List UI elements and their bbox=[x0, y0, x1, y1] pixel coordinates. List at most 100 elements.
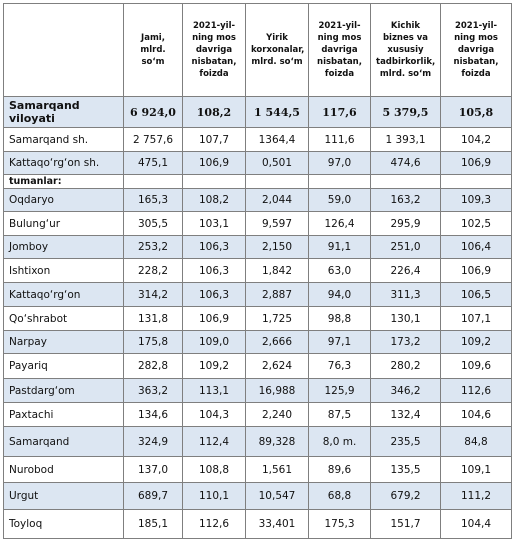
header-row: Jami, mlrd. so‘m 2021-yil-ning mos davrig… bbox=[3, 3, 512, 97]
table-row: Narpay 175,8 109,0 2,666 97,1 173,2 109,2 bbox=[3, 330, 512, 354]
row-label: Payariq bbox=[3, 353, 124, 379]
table-row: Qo‘shrabot 131,8 106,9 1,725 98,8 130,1 107,1 bbox=[3, 306, 512, 331]
cell-value: 2,887 bbox=[245, 282, 309, 307]
table-row: Paxtachi 134,6 104,3 2,240 87,5 132,4 104,6 bbox=[3, 402, 512, 427]
cell-value: 110,1 bbox=[182, 482, 246, 510]
cell-value: 295,9 bbox=[370, 211, 441, 236]
row-label: Narpay bbox=[3, 330, 124, 354]
cell-value: 2,624 bbox=[245, 353, 309, 379]
cell-value: 117,6 bbox=[308, 96, 371, 128]
row-label: tumanlar: bbox=[3, 174, 124, 189]
cell-value: 111,2 bbox=[440, 482, 512, 510]
cell-value: 163,2 bbox=[370, 188, 441, 212]
cell-value: 106,5 bbox=[440, 282, 512, 307]
cell-value: 106,9 bbox=[440, 151, 512, 175]
cell-value: 104,6 bbox=[440, 402, 512, 427]
cell-value: 106,4 bbox=[440, 235, 512, 259]
cell-value: 1364,4 bbox=[245, 127, 309, 152]
cell-value: 137,0 bbox=[123, 456, 183, 483]
cell-value: 109,2 bbox=[182, 353, 246, 379]
cell-value: 125,9 bbox=[308, 378, 371, 403]
cell-value: 2,666 bbox=[245, 330, 309, 354]
table-row: Samarqand 324,9 112,4 89,328 8,0 m. 235,5 84,8 bbox=[3, 426, 512, 457]
cell-value: 59,0 bbox=[308, 188, 371, 212]
cell-value: 103,1 bbox=[182, 211, 246, 236]
cell-value: 87,5 bbox=[308, 402, 371, 427]
row-label: Toyloq bbox=[3, 509, 124, 539]
column-header: Jami, mlrd. so‘m bbox=[123, 3, 183, 97]
cell-value: 33,401 bbox=[245, 509, 309, 539]
cell-value: 689,7 bbox=[123, 482, 183, 510]
row-label: Oqdaryo bbox=[3, 188, 124, 212]
table-row: Pastdarg‘om 363,2 113,1 16,988 125,9 346,2 112… bbox=[3, 378, 512, 403]
cell-value: 109,3 bbox=[440, 188, 512, 212]
column-header: 2021-yil-ning mos davriga nisbatan, foiz… bbox=[440, 3, 512, 97]
column-header: Yirik korxonalar, mlrd. so‘m bbox=[245, 3, 309, 97]
cell-value: 112,6 bbox=[182, 509, 246, 539]
cell-value: 63,0 bbox=[308, 258, 371, 283]
cell-value: 151,7 bbox=[370, 509, 441, 539]
row-label: Pastdarg‘om bbox=[3, 378, 124, 403]
cell-value: 8,0 m. bbox=[308, 426, 371, 457]
column-header: 2021-yil-ning mos davriga nisbatan, foiz… bbox=[308, 3, 371, 97]
table-row: tumanlar: bbox=[3, 174, 512, 189]
row-label: Qo‘shrabot bbox=[3, 306, 124, 331]
row-label: Samarqand bbox=[3, 426, 124, 457]
column-header: 2021-yil-ning mos davriga nisbatan, foiz… bbox=[182, 3, 246, 97]
cell-value: 1 544,5 bbox=[245, 96, 309, 128]
empty-cell bbox=[440, 174, 512, 189]
table-row: Payariq 282,8 109,2 2,624 76,3 280,2 109,6 bbox=[3, 353, 512, 379]
cell-value: 175,8 bbox=[123, 330, 183, 354]
table-row: Samarqand sh. 2 757,6 107,7 1364,4 111,6 1 39… bbox=[3, 127, 512, 152]
cell-value: 2 757,6 bbox=[123, 127, 183, 152]
cell-value: 113,1 bbox=[182, 378, 246, 403]
cell-value: 2,150 bbox=[245, 235, 309, 259]
cell-value: 228,2 bbox=[123, 258, 183, 283]
row-label: Urgut bbox=[3, 482, 124, 510]
cell-value: 106,3 bbox=[182, 235, 246, 259]
cell-value: 112,6 bbox=[440, 378, 512, 403]
cell-value: 324,9 bbox=[123, 426, 183, 457]
cell-value: 97,1 bbox=[308, 330, 371, 354]
cell-value: 132,4 bbox=[370, 402, 441, 427]
table-row: Kattaqo‘rg‘on sh. 475,1 106,9 0,501 97,0 474,… bbox=[3, 151, 512, 175]
cell-value: 108,2 bbox=[182, 96, 246, 128]
cell-value: 111,6 bbox=[308, 127, 371, 152]
cell-value: 94,0 bbox=[308, 282, 371, 307]
table-row: Ishtixon 228,2 106,3 1,842 63,0 226,4 106,9 bbox=[3, 258, 512, 283]
cell-value: 226,4 bbox=[370, 258, 441, 283]
cell-value: 314,2 bbox=[123, 282, 183, 307]
cell-value: 91,1 bbox=[308, 235, 371, 259]
cell-value: 363,2 bbox=[123, 378, 183, 403]
cell-value: 98,8 bbox=[308, 306, 371, 331]
cell-value: 9,597 bbox=[245, 211, 309, 236]
cell-value: 1 393,1 bbox=[370, 127, 441, 152]
empty-cell bbox=[123, 174, 183, 189]
cell-value: 135,5 bbox=[370, 456, 441, 483]
cell-value: 76,3 bbox=[308, 353, 371, 379]
cell-value: 104,2 bbox=[440, 127, 512, 152]
row-label: Samarqand sh. bbox=[3, 127, 124, 152]
cell-value: 16,988 bbox=[245, 378, 309, 403]
cell-value: 112,4 bbox=[182, 426, 246, 457]
cell-value: 173,2 bbox=[370, 330, 441, 354]
cell-value: 2,240 bbox=[245, 402, 309, 427]
cell-value: 84,8 bbox=[440, 426, 512, 457]
cell-value: 108,8 bbox=[182, 456, 246, 483]
column-header: Kichik biznes va xususiy tadbirkorlik, m… bbox=[370, 3, 441, 97]
cell-value: 104,3 bbox=[182, 402, 246, 427]
cell-value: 6 924,0 bbox=[123, 96, 183, 128]
row-label: Ishtixon bbox=[3, 258, 124, 283]
row-label: Kattaqo‘rg‘on sh. bbox=[3, 151, 124, 175]
cell-value: 130,1 bbox=[370, 306, 441, 331]
empty-cell bbox=[245, 174, 309, 189]
cell-value: 10,547 bbox=[245, 482, 309, 510]
cell-value: 68,8 bbox=[308, 482, 371, 510]
cell-value: 679,2 bbox=[370, 482, 441, 510]
table-row: Jomboy 253,2 106,3 2,150 91,1 251,0 106,4 bbox=[3, 235, 512, 259]
cell-value: 105,8 bbox=[440, 96, 512, 128]
cell-value: 280,2 bbox=[370, 353, 441, 379]
cell-value: 311,3 bbox=[370, 282, 441, 307]
cell-value: 251,0 bbox=[370, 235, 441, 259]
cell-value: 131,8 bbox=[123, 306, 183, 331]
